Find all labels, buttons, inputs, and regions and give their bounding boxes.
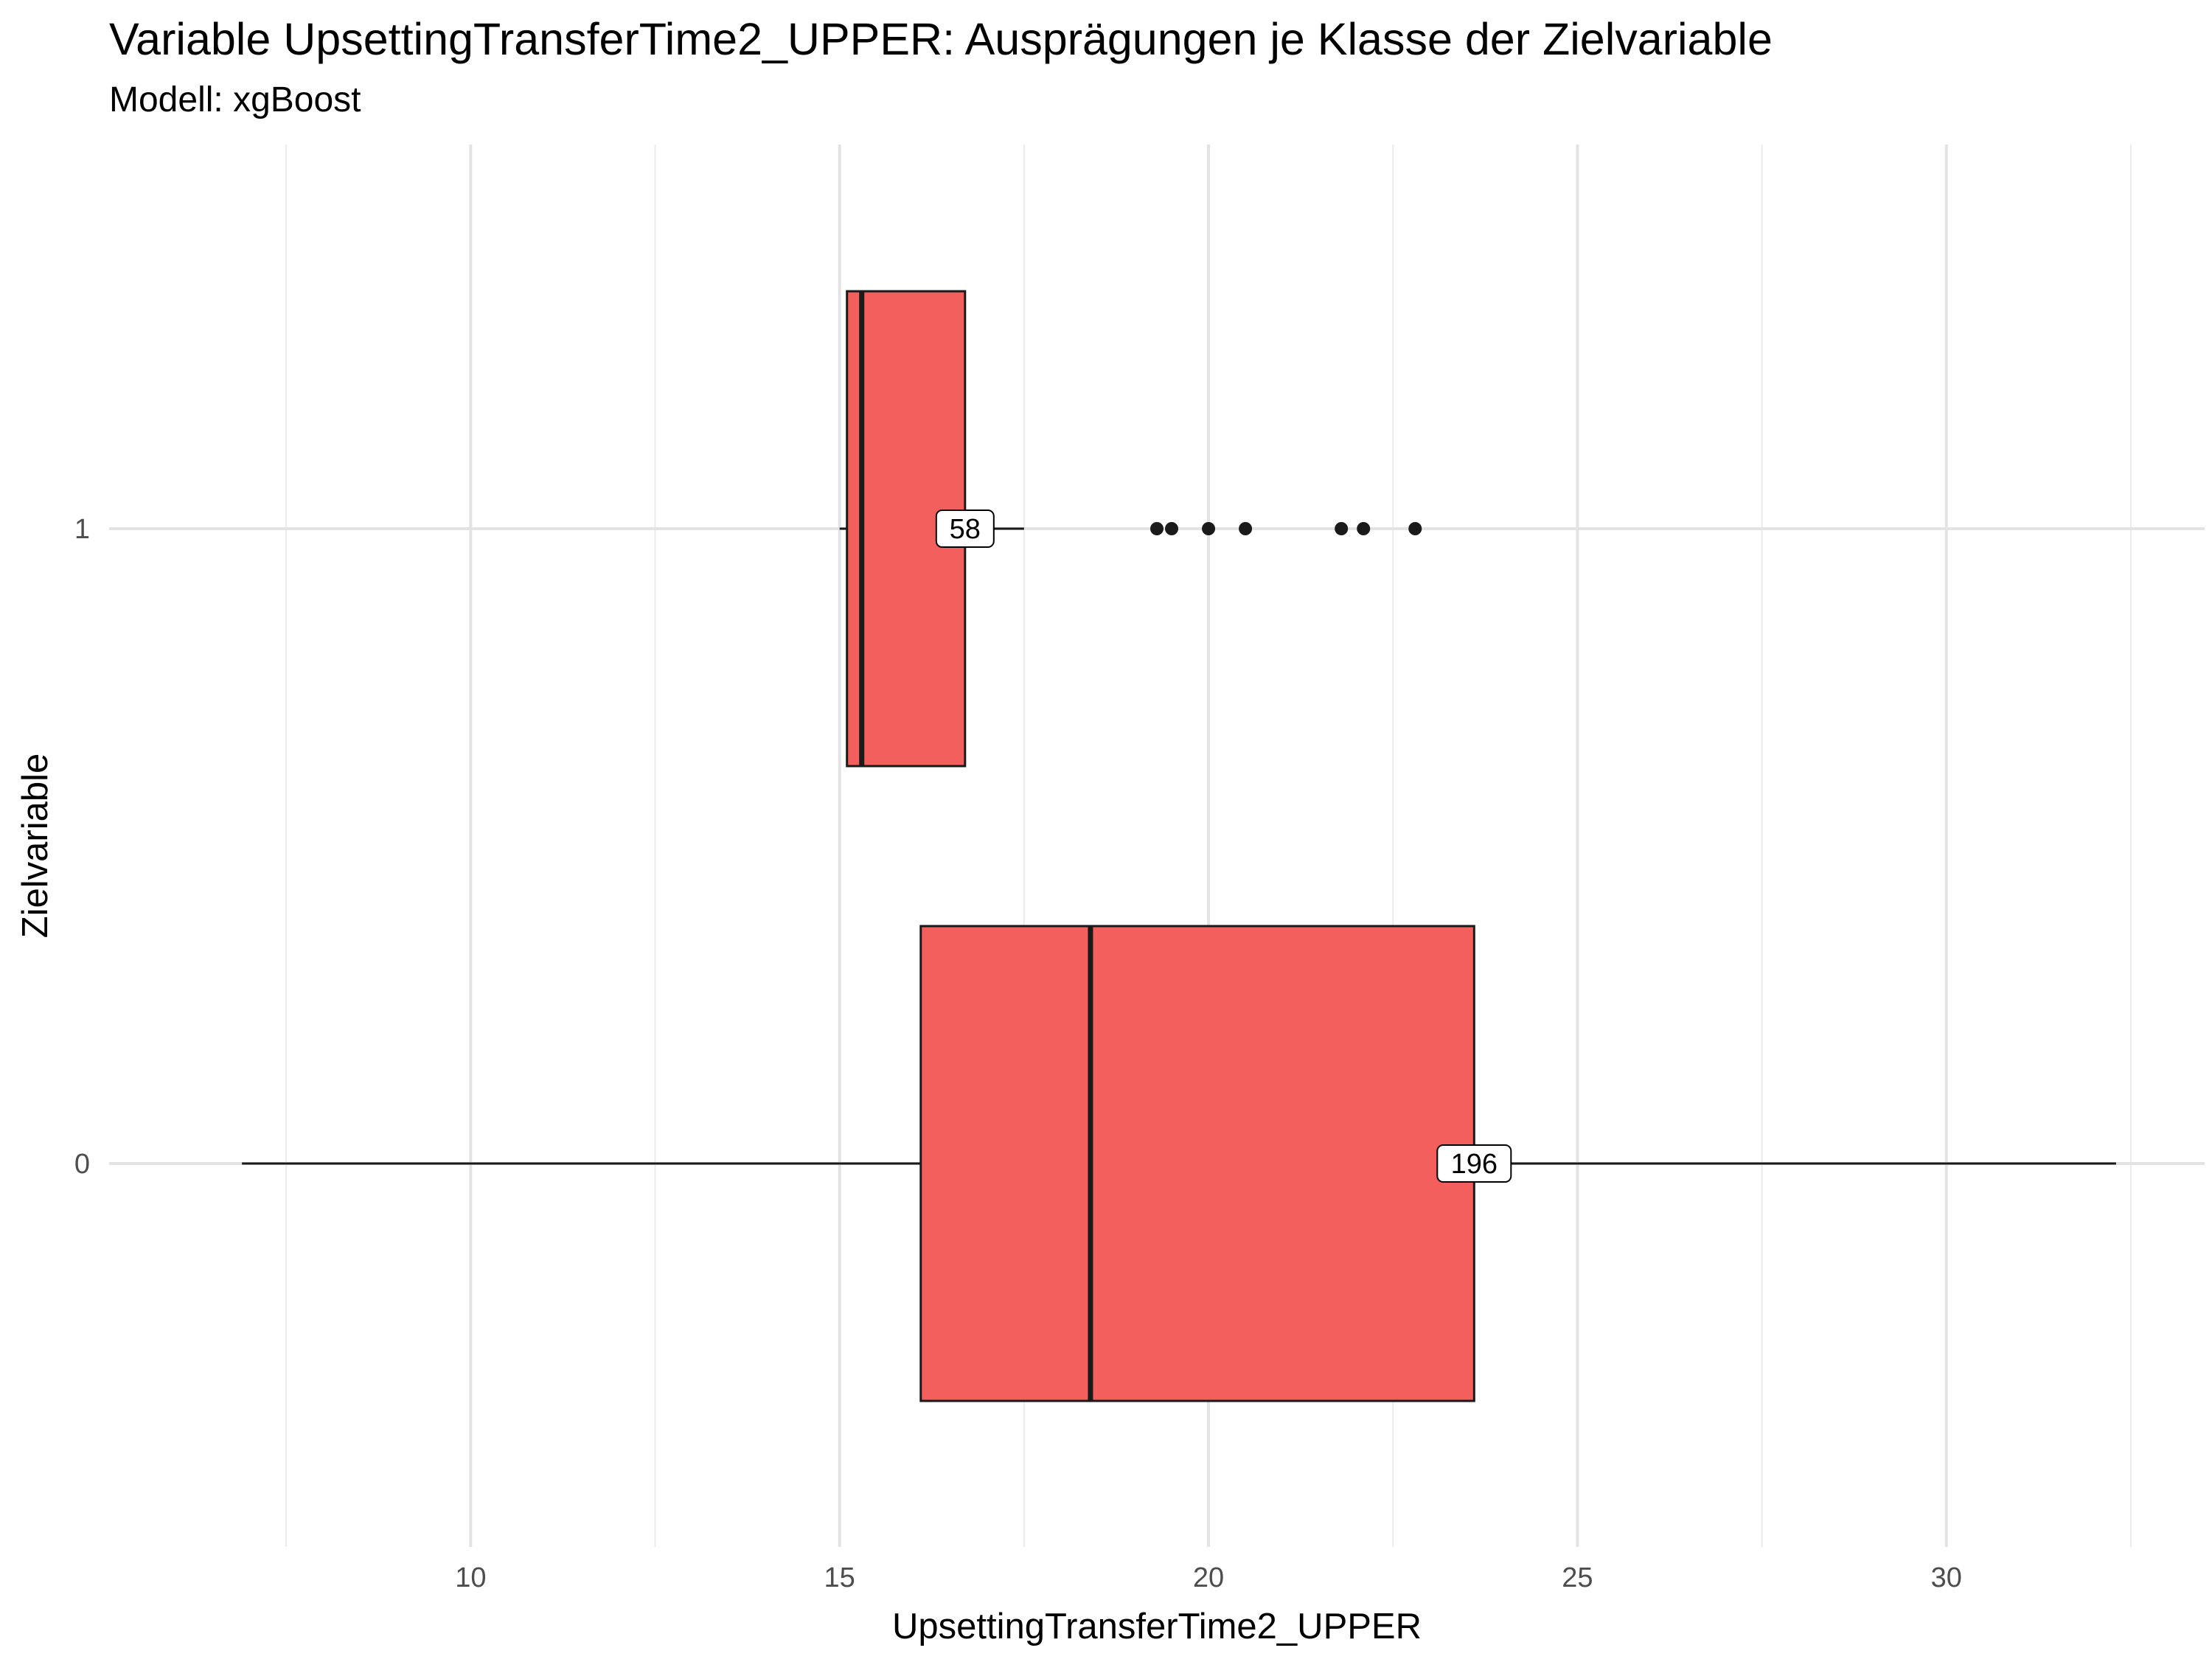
y-tick-label: 0 (74, 1149, 90, 1180)
chart-title: Variable UpsettingTransferTime2_UPPER: A… (109, 14, 1773, 64)
x-tick-label: 20 (1193, 1562, 1224, 1593)
count-label: 196 (1451, 1149, 1498, 1180)
outlier-point (1165, 522, 1179, 535)
count-label: 58 (950, 514, 981, 545)
x-axis-title: UpsettingTransferTime2_UPPER (892, 1607, 1422, 1646)
outlier-point (1408, 522, 1422, 535)
boxes-layer: 196 58 (242, 290, 2116, 1402)
outlier-point (1239, 522, 1253, 535)
y-axis-title: Zielvariable (15, 754, 55, 939)
y-tick-label: 1 (74, 514, 90, 545)
box-iqr (919, 925, 1475, 1402)
count-label-box (935, 509, 995, 548)
outlier-point (1357, 522, 1371, 535)
box-group-0: 196 (242, 925, 2116, 1402)
x-tick-label: 10 (455, 1562, 486, 1593)
x-tick-label: 30 (1931, 1562, 1962, 1593)
x-tick-label: 25 (1562, 1562, 1593, 1593)
chart-subtitle: Modell: xgBoost (109, 80, 361, 119)
outlier-point (1202, 522, 1216, 535)
box-group-1: 58 (839, 290, 1422, 768)
tick-labels: 10 15 20 25 30 0 1 (74, 514, 1962, 1593)
outlier-point (1335, 522, 1349, 535)
x-tick-label: 15 (824, 1562, 855, 1593)
count-label-box (1436, 1144, 1512, 1183)
outlier-point (1150, 522, 1164, 535)
